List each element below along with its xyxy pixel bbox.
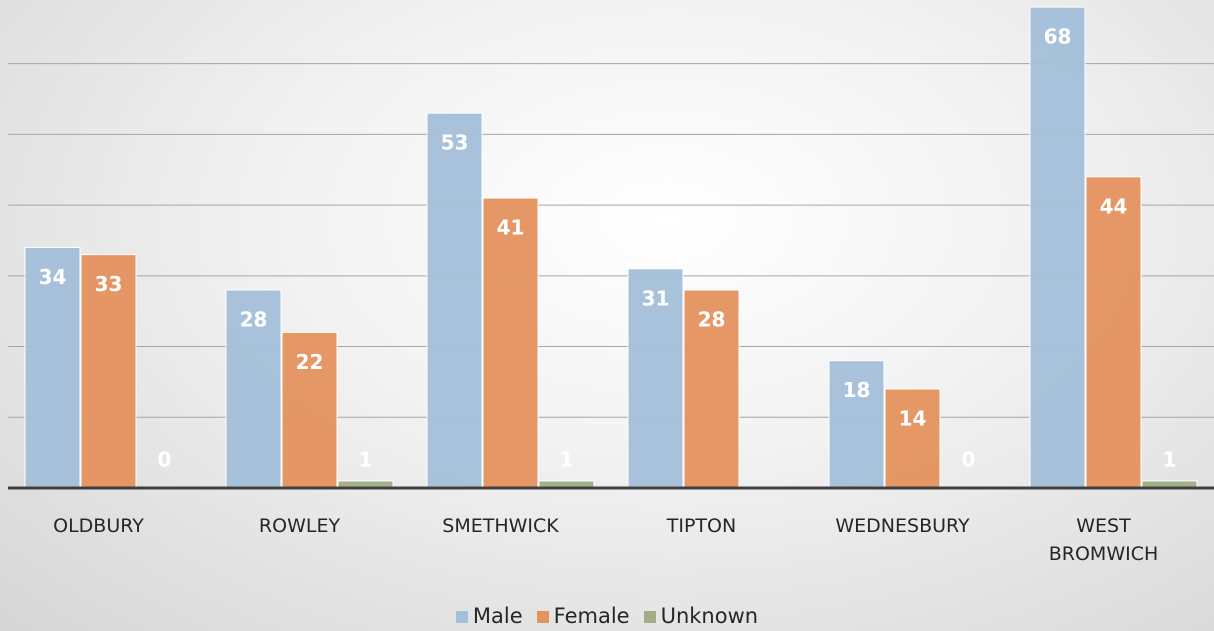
legend-item: Female xyxy=(536,604,630,628)
data-label: 1 xyxy=(560,448,574,472)
legend: Male Female Unknown xyxy=(0,604,1214,628)
bar xyxy=(683,289,740,489)
legend-swatch xyxy=(536,611,549,623)
x-tick-label: TIPTON xyxy=(666,515,737,537)
data-label: 34 xyxy=(39,265,67,289)
bar xyxy=(426,112,483,489)
data-label: 1 xyxy=(1163,448,1177,472)
data-label: 22 xyxy=(296,350,324,374)
bar xyxy=(884,388,941,489)
x-tick-label: ROWLEY xyxy=(258,515,341,537)
data-label: 33 xyxy=(95,272,123,296)
x-tick-label: WEST BROMWICH xyxy=(1048,515,1159,565)
x-tick-label: WEDNESBURY xyxy=(835,515,970,537)
data-label: 53 xyxy=(441,131,469,155)
data-label: 28 xyxy=(698,307,726,331)
bar xyxy=(80,254,137,489)
bar xyxy=(482,197,539,489)
data-label: 0 xyxy=(158,448,172,472)
legend-label: Unknown xyxy=(660,604,759,628)
data-label: 68 xyxy=(1044,25,1072,49)
x-tick-label: OLDBURY xyxy=(53,515,144,537)
legend-label: Female xyxy=(553,604,630,628)
legend-item: Male xyxy=(455,604,523,628)
legend-label: Male xyxy=(472,604,523,628)
data-label: 1 xyxy=(359,448,373,472)
data-label: 18 xyxy=(843,378,871,402)
bar xyxy=(1029,6,1086,489)
data-label: 31 xyxy=(642,286,670,310)
bar xyxy=(627,268,684,489)
data-label: 44 xyxy=(1100,194,1128,218)
x-tick-label: SMETHWICK xyxy=(442,515,559,537)
data-label: 28 xyxy=(240,307,268,331)
bar xyxy=(828,360,885,489)
legend-item: Unknown xyxy=(643,604,759,628)
data-label: 14 xyxy=(899,406,927,430)
bar xyxy=(225,289,282,489)
data-label: 41 xyxy=(497,216,525,240)
legend-swatch xyxy=(455,611,468,623)
bar xyxy=(1085,176,1142,489)
legend-swatch xyxy=(643,611,656,623)
bar xyxy=(281,331,338,489)
data-label: 0 xyxy=(962,448,976,472)
